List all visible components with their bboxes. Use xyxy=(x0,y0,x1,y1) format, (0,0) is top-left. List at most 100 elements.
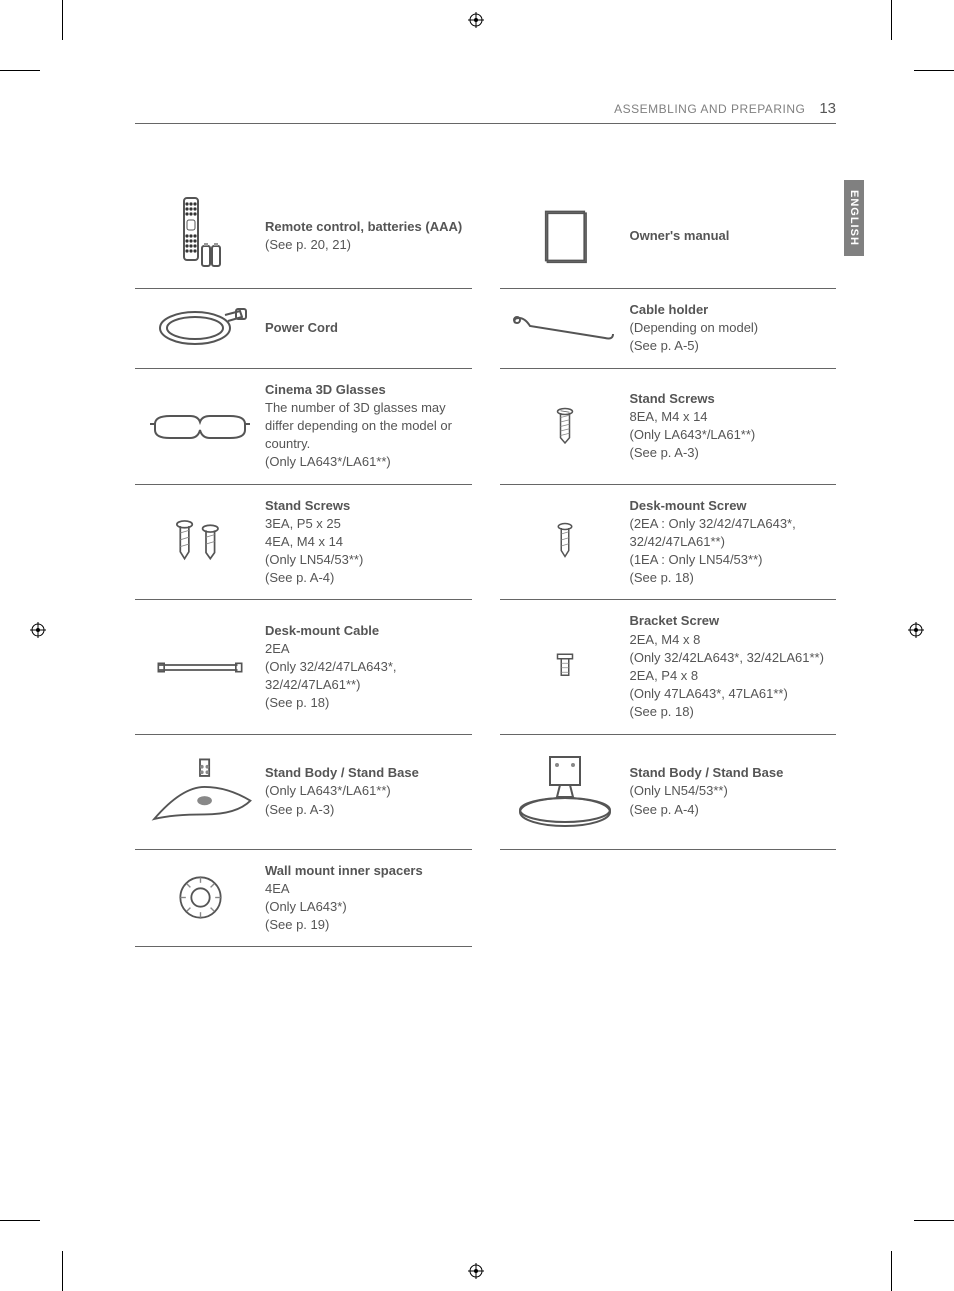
spacer-icon xyxy=(135,870,265,925)
accessory-cell: Cinema 3D GlassesThe number of 3D glasse… xyxy=(135,369,472,485)
crop-mark xyxy=(0,70,40,71)
accessory-text: Stand Screws3EA, P5 x 254EA, M4 x 14(Onl… xyxy=(265,497,363,588)
accessory-line: (Only 47LA643*, 47LA61**) xyxy=(630,685,824,703)
accessory-line: (See p. 20, 21) xyxy=(265,236,462,254)
accessory-cell: Owner's manual xyxy=(500,184,837,289)
accessory-text: Stand Screws8EA, M4 x 14(Only LA643*/LA6… xyxy=(630,390,756,463)
accessory-text: Cinema 3D GlassesThe number of 3D glasse… xyxy=(265,381,472,472)
accessory-line: 2EA, P4 x 8 xyxy=(630,667,824,685)
accessory-line: (See p. 18) xyxy=(630,569,837,587)
accessory-line: (See p. A-5) xyxy=(630,337,759,355)
section-title: ASSEMBLING AND PREPARING xyxy=(614,102,805,116)
accessory-text: Bracket Screw2EA, M4 x 8(Only 32/42LA643… xyxy=(630,612,824,721)
stand2-icon xyxy=(500,747,630,837)
accessory-text: Desk-mount Screw(2EA : Only 32/42/47LA64… xyxy=(630,497,837,588)
accessory-cell: Desk-mount Screw(2EA : Only 32/42/47LA64… xyxy=(500,485,837,601)
accessory-title: Desk-mount Cable xyxy=(265,622,472,640)
accessory-title: Desk-mount Screw xyxy=(630,497,837,515)
accessory-line: 2EA, M4 x 8 xyxy=(630,631,824,649)
crop-mark xyxy=(0,1220,40,1221)
registration-mark-right xyxy=(908,622,924,638)
accessory-line: 8EA, M4 x 14 xyxy=(630,408,756,426)
accessory-cell xyxy=(500,850,837,948)
bracketscrew-icon xyxy=(500,647,630,687)
accessory-title: Stand Screws xyxy=(630,390,756,408)
screw1-icon xyxy=(500,399,630,454)
registration-mark-bottom xyxy=(468,1263,484,1279)
accessory-text: Power Cord xyxy=(265,319,338,337)
page-header: ASSEMBLING AND PREPARING 13 xyxy=(135,100,836,124)
cableholder-icon xyxy=(500,308,630,348)
accessory-line: 4EA xyxy=(265,880,423,898)
accessory-line: (Only 32/42/47LA643*, 32/42/47LA61**) xyxy=(265,658,472,694)
accessory-line: (See p. 19) xyxy=(265,916,423,934)
accessory-cell: Power Cord xyxy=(135,289,472,369)
accessory-cell: Stand Screws3EA, P5 x 254EA, M4 x 14(Onl… xyxy=(135,485,472,601)
crop-mark xyxy=(891,1251,892,1291)
crop-mark xyxy=(914,1220,954,1221)
accessory-title: Stand Body / Stand Base xyxy=(630,764,784,782)
screws2-icon xyxy=(135,514,265,569)
crop-mark xyxy=(914,70,954,71)
accessory-text: Wall mount inner spacers4EA(Only LA643*)… xyxy=(265,862,423,935)
accessory-line: (See p. 18) xyxy=(630,703,824,721)
accessory-line: (1EA : Only LN54/53**) xyxy=(630,551,837,569)
accessory-line: (Only LN54/53**) xyxy=(630,782,784,800)
accessory-title: Stand Screws xyxy=(265,497,363,515)
accessory-text: Stand Body / Stand Base(Only LA643*/LA61… xyxy=(265,764,419,819)
accessory-title: Remote control, batteries (AAA) xyxy=(265,218,462,236)
accessory-text: Remote control, batteries (AAA)(See p. 2… xyxy=(265,218,462,254)
crop-mark xyxy=(62,0,63,40)
language-tab: ENGLISH xyxy=(844,180,864,256)
accessory-line: (Only LN54/53**) xyxy=(265,551,363,569)
accessory-title: Wall mount inner spacers xyxy=(265,862,423,880)
accessory-text: Stand Body / Stand Base(Only LN54/53**)(… xyxy=(630,764,784,819)
accessory-line: (Only 32/42LA643*, 32/42LA61**) xyxy=(630,649,824,667)
page-number: 13 xyxy=(819,100,836,117)
accessory-line: (Depending on model) xyxy=(630,319,759,337)
accessory-line: (See p. A-4) xyxy=(630,801,784,819)
accessory-line: (See p. A-4) xyxy=(265,569,363,587)
accessory-title: Power Cord xyxy=(265,319,338,337)
accessory-line: (Only LA643*/LA61**) xyxy=(265,782,419,800)
accessory-line: (Only LA643*/LA61**) xyxy=(630,426,756,444)
glasses-icon xyxy=(135,406,265,446)
accessory-text: Desk-mount Cable2EA(Only 32/42/47LA643*,… xyxy=(265,622,472,713)
accessory-line: (See p. A-3) xyxy=(265,801,419,819)
accessory-line: 3EA, P5 x 25 xyxy=(265,515,363,533)
accessory-title: Stand Body / Stand Base xyxy=(265,764,419,782)
accessory-cell: Desk-mount Cable2EA(Only 32/42/47LA643*,… xyxy=(135,600,472,734)
manual-icon xyxy=(500,201,630,271)
registration-mark-top xyxy=(468,12,484,28)
accessory-cell: Bracket Screw2EA, M4 x 8(Only 32/42LA643… xyxy=(500,600,837,734)
accessory-cell: Stand Body / Stand Base(Only LN54/53**)(… xyxy=(500,735,837,850)
accessory-title: Cinema 3D Glasses xyxy=(265,381,472,399)
powercord-icon xyxy=(135,303,265,353)
registration-mark-left xyxy=(30,622,46,638)
accessory-line: 4EA, M4 x 14 xyxy=(265,533,363,551)
accessory-title: Owner's manual xyxy=(630,227,730,245)
accessory-cell: Remote control, batteries (AAA)(See p. 2… xyxy=(135,184,472,289)
accessory-line: 2EA xyxy=(265,640,472,658)
crop-mark xyxy=(62,1251,63,1291)
accessories-grid: Remote control, batteries (AAA)(See p. 2… xyxy=(135,184,836,947)
accessory-cell: Wall mount inner spacers4EA(Only LA643*)… xyxy=(135,850,472,948)
accessory-line: The number of 3D glasses may differ depe… xyxy=(265,399,472,454)
remote-icon xyxy=(135,196,265,276)
accessory-title: Bracket Screw xyxy=(630,612,824,630)
accessory-cell: Stand Screws8EA, M4 x 14(Only LA643*/LA6… xyxy=(500,369,837,485)
stand1-icon xyxy=(135,749,265,834)
accessory-line: (Only LA643*) xyxy=(265,898,423,916)
accessory-cell: Stand Body / Stand Base(Only LA643*/LA61… xyxy=(135,735,472,850)
accessory-text: Cable holder(Depending on model)(See p. … xyxy=(630,301,759,356)
accessory-text: Owner's manual xyxy=(630,227,730,245)
accessory-cell: Cable holder(Depending on model)(See p. … xyxy=(500,289,837,369)
accessory-line: (See p. A-3) xyxy=(630,444,756,462)
accessory-line: (2EA : Only 32/42/47LA643*, 32/42/47LA61… xyxy=(630,515,837,551)
accessory-line: (See p. 18) xyxy=(265,694,472,712)
deskscrew-icon xyxy=(500,514,630,569)
page-content: ASSEMBLING AND PREPARING 13 Remote contr… xyxy=(0,0,954,947)
crop-mark xyxy=(891,0,892,40)
accessory-title: Cable holder xyxy=(630,301,759,319)
deskcable-icon xyxy=(135,655,265,680)
